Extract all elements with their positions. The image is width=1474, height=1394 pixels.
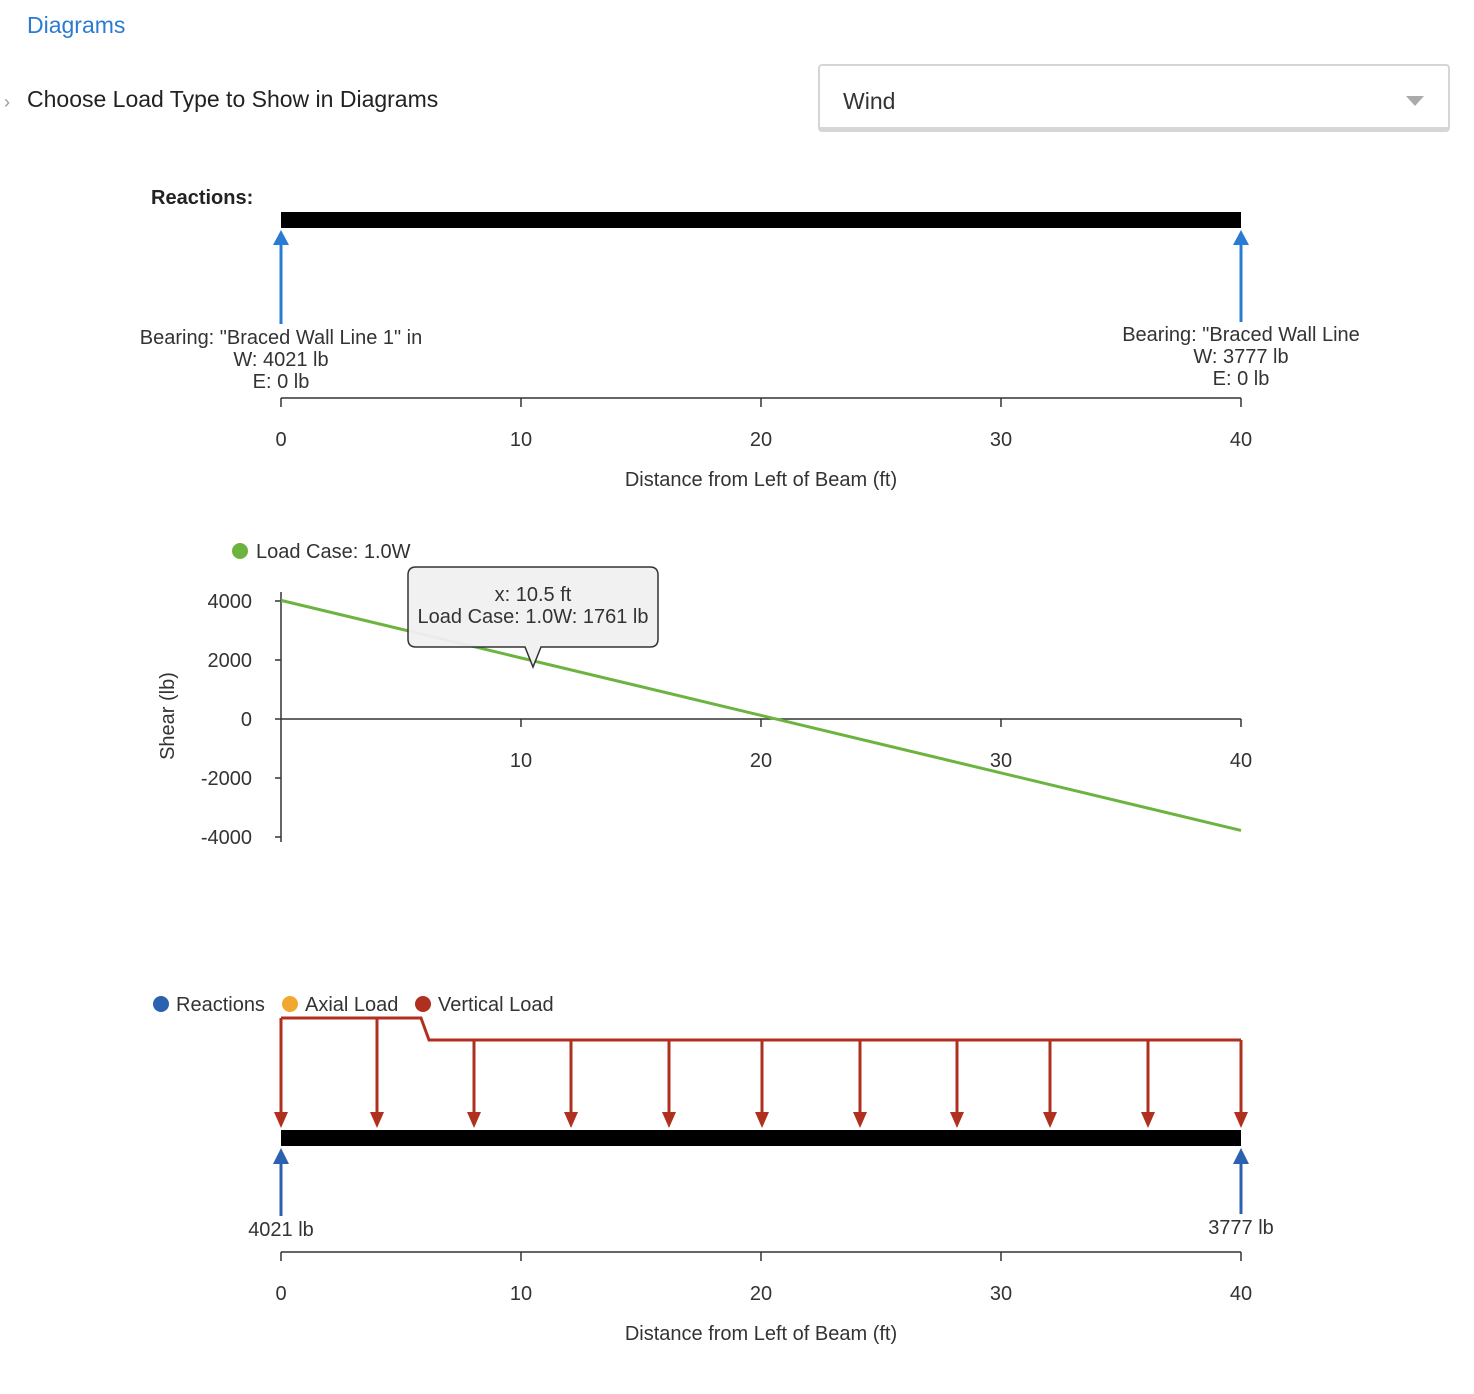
reactions-tick-0: 0 [275,429,286,451]
legend-axial-label[interactable]: Axial Load [305,994,398,1016]
left-reaction-arrow [273,230,289,324]
vertical-load-arrow-head [274,1112,288,1128]
loads-beam-bar [281,1130,1241,1146]
loads-tick-30: 30 [990,1283,1012,1305]
reactions-tick-10: 10 [510,429,532,451]
legend-vertical-marker[interactable] [415,996,431,1012]
reactions-title: Reactions: [151,187,253,209]
shear-y-tick-label: 4000 [208,591,253,613]
loads-tick-10: 10 [510,1283,532,1305]
shear-tooltip-x: x: 10.5 ft [495,584,572,606]
chevron-right-icon[interactable]: › [4,92,10,112]
shear-tooltip-value: Load Case: 1.0W: 1761 lb [418,606,649,628]
legend-reactions-marker[interactable] [153,996,169,1012]
right-reaction-arrow [1233,230,1249,322]
vertical-load-arrow-head [755,1112,769,1128]
shear-legend-marker[interactable] [232,543,248,559]
left-e-label: E: 0 lb [253,371,310,393]
load-type-selected-value: Wind [843,88,896,114]
vertical-load-arrow-head [467,1112,481,1128]
left-reaction-value: 4021 lb [248,1219,314,1241]
vertical-load-profile [281,1016,1241,1042]
shear-y-tick-label: 2000 [208,650,253,672]
shear-y-tick-label: -4000 [201,827,252,849]
shear-tooltip-box [407,566,659,670]
right-w-label: W: 3777 lb [1193,346,1288,368]
shear-x-tick-label: 40 [1230,750,1252,772]
right-reaction-value: 3777 lb [1208,1217,1274,1239]
loads-x-axis [280,1251,1242,1261]
diagrams-link[interactable]: Diagrams [27,12,126,38]
load-type-label: Choose Load Type to Show in Diagrams [27,86,439,112]
shear-y-label: Shear (lb) [157,672,179,760]
vertical-load-arrow-head [370,1112,384,1128]
reactions-x-label: Distance from Left of Beam (ft) [625,469,897,491]
loads-right-reaction-arrow [1233,1148,1249,1214]
vertical-load-arrow-head [564,1112,578,1128]
legend-axial-marker[interactable] [282,996,298,1012]
shear-x-tick-label: 30 [990,750,1012,772]
shear-x-tick-label: 20 [750,750,772,772]
right-e-label: E: 0 lb [1213,368,1270,390]
vertical-load-arrow-head [1043,1112,1057,1128]
dropdown-caret-icon [1406,96,1424,106]
shear-legend-label[interactable]: Load Case: 1.0W [256,541,411,563]
legend-vertical-label[interactable]: Vertical Load [438,994,554,1016]
loads-x-label: Distance from Left of Beam (ft) [625,1323,897,1345]
legend-reactions-label[interactable]: Reactions [176,994,265,1016]
vertical-load-arrow-head [1234,1112,1248,1128]
loads-tick-20: 20 [750,1283,772,1305]
reactions-tick-30: 30 [990,429,1012,451]
loads-tick-40: 40 [1230,1283,1252,1305]
loads-left-reaction-arrow [273,1148,289,1216]
vertical-load-arrow-head [950,1112,964,1128]
shear-x-tick-label: 10 [510,750,532,772]
shear-y-tick-label: -2000 [201,768,252,790]
left-bearing-label: Bearing: "Braced Wall Line 1" in [140,327,423,349]
reactions-x-axis [280,397,1242,407]
loads-tick-0: 0 [275,1283,286,1305]
load-type-select[interactable]: Wind [818,64,1450,132]
left-w-label: W: 4021 lb [233,349,328,371]
reactions-tick-20: 20 [750,429,772,451]
vertical-load-arrow-head [853,1112,867,1128]
reactions-tick-40: 40 [1230,429,1252,451]
vertical-load-arrow-head [1141,1112,1155,1128]
shear-y-tick-label: 0 [241,709,252,731]
beam-bar [281,212,1241,228]
right-bearing-label: Bearing: "Braced Wall Line [1122,324,1360,346]
vertical-load-arrow-head [662,1112,676,1128]
